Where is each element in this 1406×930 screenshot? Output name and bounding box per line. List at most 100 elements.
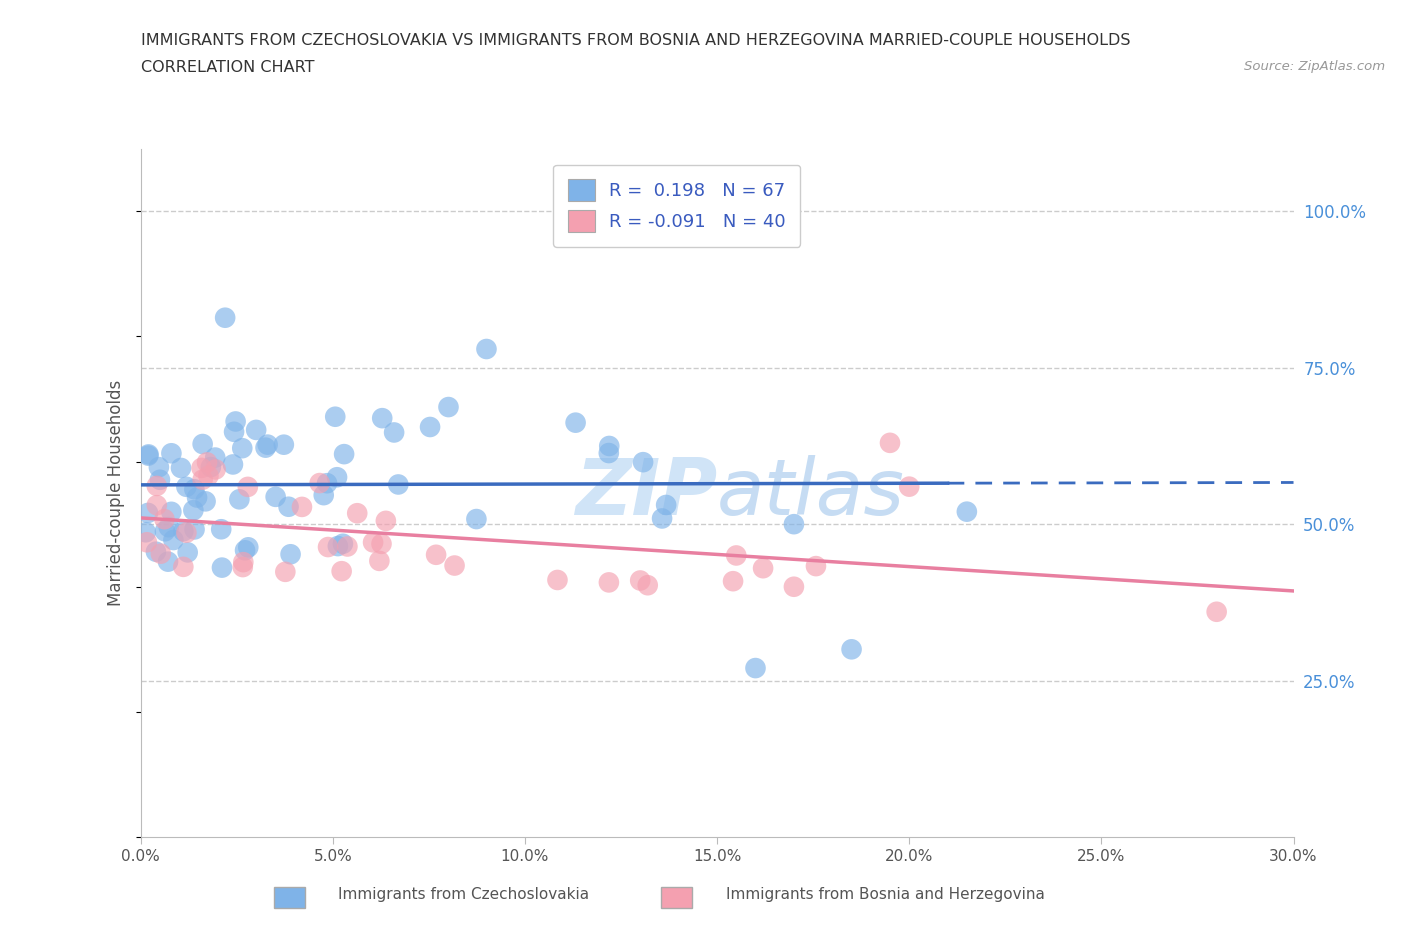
Point [183, 522, 205, 537]
Point [170, 460, 193, 475]
Point [361, 535, 384, 550]
Point [370, 537, 392, 551]
Point [190, 460, 212, 475]
Point [783, 579, 806, 594]
Point [546, 573, 568, 588]
Point [326, 470, 349, 485]
Point [277, 499, 299, 514]
Point [153, 524, 176, 538]
Point [655, 498, 678, 512]
Point [752, 561, 775, 576]
Point [135, 535, 157, 550]
Point [387, 477, 409, 492]
Point [312, 487, 335, 502]
Point [465, 512, 488, 526]
Point [686, 222, 709, 237]
Point [195, 455, 218, 470]
Point [273, 437, 295, 452]
Text: Immigrants from Czechoslovakia: Immigrants from Czechoslovakia [339, 887, 589, 902]
Point [232, 560, 254, 575]
Point [631, 455, 654, 470]
Point [898, 479, 921, 494]
Point [191, 436, 214, 451]
Point [651, 511, 673, 525]
Point [264, 489, 287, 504]
Point [176, 479, 198, 494]
Point [316, 476, 339, 491]
Point [135, 525, 157, 539]
Point [197, 469, 219, 484]
Y-axis label: Married-couple Households: Married-couple Households [107, 379, 125, 606]
Point [191, 472, 214, 487]
Point [186, 490, 208, 505]
Point [308, 475, 330, 490]
Point [183, 503, 205, 518]
Point [238, 540, 260, 555]
Point [222, 457, 245, 472]
Text: atlas: atlas [717, 455, 905, 531]
Point [172, 524, 194, 538]
Point [256, 437, 278, 452]
Point [148, 459, 170, 474]
Point [204, 462, 226, 477]
Point [232, 554, 254, 569]
Point [371, 411, 394, 426]
Text: ZIP: ZIP [575, 455, 717, 531]
Point [157, 554, 180, 569]
Point [149, 472, 172, 487]
Text: Source: ZipAtlas.com: Source: ZipAtlas.com [1244, 60, 1385, 73]
Point [443, 558, 465, 573]
Point [419, 419, 441, 434]
Point [209, 522, 232, 537]
Point [333, 446, 356, 461]
Point [136, 506, 159, 521]
Point [211, 560, 233, 575]
Point [138, 447, 160, 462]
Point [153, 512, 176, 526]
Point [233, 543, 256, 558]
Point [1205, 604, 1227, 619]
Point [783, 517, 806, 532]
Point [841, 642, 863, 657]
Point [254, 440, 277, 455]
Point [236, 480, 259, 495]
Point [176, 525, 198, 540]
Point [425, 548, 447, 563]
Point [225, 414, 247, 429]
Point [628, 573, 651, 588]
Point [721, 574, 744, 589]
Point [228, 492, 250, 507]
Point [214, 311, 236, 325]
Point [637, 578, 659, 592]
Point [172, 560, 194, 575]
Point [162, 533, 184, 548]
Point [564, 415, 586, 430]
Point [146, 479, 169, 494]
Point [323, 409, 346, 424]
Point [804, 559, 827, 574]
Point [346, 506, 368, 521]
Text: CORRELATION CHART: CORRELATION CHART [141, 60, 314, 75]
Point [332, 537, 354, 551]
Point [274, 565, 297, 579]
Point [146, 498, 169, 512]
Point [222, 424, 245, 439]
Point [231, 441, 253, 456]
Point [280, 547, 302, 562]
Point [598, 439, 620, 454]
Point [183, 482, 205, 497]
Point [956, 504, 979, 519]
Point [475, 341, 498, 356]
Point [204, 450, 226, 465]
Point [879, 435, 901, 450]
Point [160, 504, 183, 519]
Point [136, 448, 159, 463]
Point [374, 513, 396, 528]
Point [725, 548, 748, 563]
Point [160, 445, 183, 460]
Point [437, 400, 460, 415]
Point [382, 425, 405, 440]
Legend: R =  0.198   N = 67, R = -0.091   N = 40: R = 0.198 N = 67, R = -0.091 N = 40 [553, 165, 800, 246]
Point [744, 660, 766, 675]
Point [368, 553, 391, 568]
